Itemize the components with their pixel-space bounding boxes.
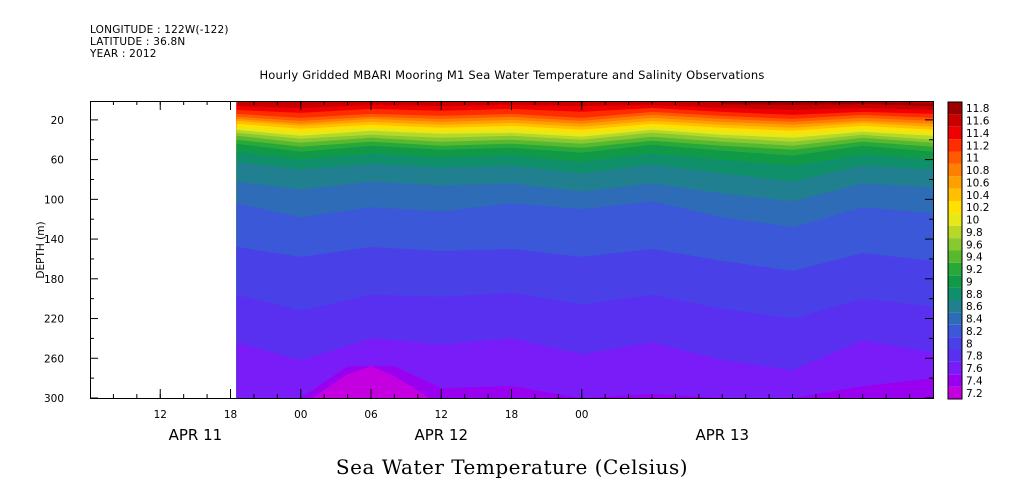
colorbar-swatch — [948, 324, 962, 338]
colorbar-label: 8.8 — [966, 289, 983, 301]
colorbar-label: 11.2 — [966, 140, 989, 152]
colorbar-label: 8 — [966, 338, 973, 350]
year-label: YEAR : 2012 — [90, 48, 157, 60]
colorbar-swatch — [948, 361, 962, 375]
colorbar-swatch — [948, 151, 962, 164]
colorbar-label: 8.2 — [966, 326, 983, 338]
colorbar-label: 10.4 — [966, 190, 990, 202]
location-metadata: LONGITUDE : 122W(-122) LATITUDE : 36.8N … — [90, 24, 229, 60]
x-tick-label: 00 — [294, 409, 307, 421]
colorbar-swatch — [948, 126, 962, 140]
colorbar-swatch — [948, 349, 962, 362]
longitude-label: LONGITUDE : 122W(-122) — [90, 24, 229, 36]
colorbar-swatch — [948, 225, 962, 239]
contour-plot-area — [236, 102, 933, 398]
colorbar-swatch — [948, 337, 962, 350]
y-tick-label: 300 — [44, 393, 64, 405]
colorbar-swatch — [948, 250, 962, 263]
colorbar-label: 7.2 — [966, 388, 983, 400]
y-tick-label: 180 — [44, 274, 64, 286]
colorbar-frame — [947, 101, 963, 400]
colorbar-label: 7.4 — [966, 375, 983, 387]
x-day-label: APR 12 — [414, 426, 468, 444]
colorbar-label: 11.4 — [966, 128, 990, 140]
colorbar-label: 11.6 — [966, 116, 990, 128]
colorbar-swatch — [948, 176, 962, 189]
colorbar-swatch — [948, 287, 962, 300]
y-tick-label: 220 — [44, 314, 64, 326]
x-tick-label: 18 — [505, 409, 518, 421]
x-tick-label: 12 — [154, 409, 167, 421]
colorbar-label: 8.4 — [966, 314, 983, 326]
colorbar-label: 9.6 — [966, 239, 983, 251]
colorbar: 7.27.47.67.888.28.48.68.899.29.49.69.810… — [947, 101, 990, 400]
colorbar-swatch — [948, 262, 962, 276]
colorbar-swatch — [948, 163, 962, 177]
x-tick-label: 18 — [224, 409, 237, 421]
colorbar-label: 10.8 — [966, 165, 989, 177]
colorbar-label: 9.2 — [966, 264, 983, 276]
colorbar-swatch — [948, 275, 962, 288]
colorbar-swatch — [948, 386, 962, 399]
colorbar-swatch — [948, 188, 962, 201]
colorbar-label: 10.2 — [966, 202, 989, 214]
x-tick-label: 06 — [364, 409, 378, 421]
y-tick-label: 20 — [51, 115, 64, 127]
colorbar-swatch — [948, 213, 962, 226]
x-tick-label: 12 — [435, 409, 448, 421]
x-day-label: APR 13 — [695, 426, 749, 444]
band-7-2 — [312, 366, 430, 398]
colorbar-label: 11.8 — [966, 103, 989, 115]
colorbar-label: 10.6 — [966, 177, 990, 189]
colorbar-label: 8.6 — [966, 301, 983, 313]
colorbar-swatch — [948, 300, 962, 313]
y-tick-label: 140 — [44, 234, 64, 246]
colorbar-label: 7.8 — [966, 351, 983, 363]
colorbar-swatch — [948, 139, 962, 152]
y-tick-label: 60 — [51, 155, 64, 167]
colorbar-swatch — [948, 201, 962, 214]
x-day-label: APR 11 — [169, 426, 223, 444]
colorbar-label: 9.4 — [966, 252, 983, 264]
y-axis-label: DEPTH (m) — [35, 221, 47, 278]
colorbar-swatch — [948, 238, 962, 251]
colorbar-label: 11 — [966, 153, 979, 165]
x-axis-label: Sea Water Temperature (Celsius) — [335, 455, 689, 479]
colorbar-swatch — [948, 374, 962, 387]
colorbar-label: 7.6 — [966, 363, 983, 375]
chart-title: Hourly Gridded MBARI Mooring M1 Sea Wate… — [259, 68, 765, 82]
colorbar-swatch — [948, 102, 962, 115]
y-tick-label: 100 — [44, 194, 64, 206]
colorbar-label: 9 — [966, 276, 973, 288]
latitude-label: LATITUDE : 36.8N — [90, 36, 186, 48]
x-tick-label: 00 — [575, 409, 588, 421]
colorbar-label: 9.8 — [966, 227, 983, 239]
colorbar-swatch — [948, 312, 962, 325]
colorbar-swatch — [948, 114, 962, 127]
axes: 12 18 00 06 12 18 00 APR 11 APR 12 APR 13 20 60 100 1… — [44, 101, 933, 444]
y-tick-label: 260 — [44, 353, 64, 365]
colorbar-label: 10 — [966, 215, 979, 227]
